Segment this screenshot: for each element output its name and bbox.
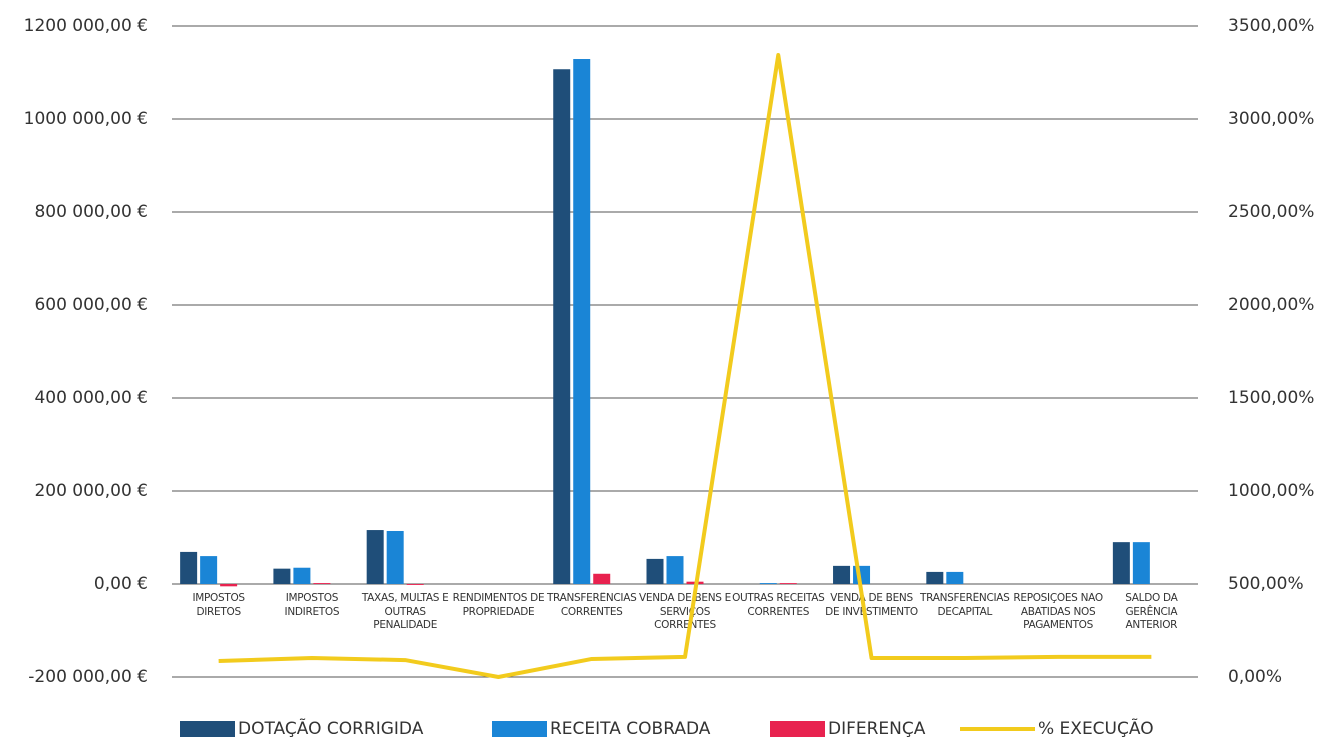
bar	[833, 565, 851, 584]
x-tick-label: IMPOSTOS DIRETOS	[192, 592, 245, 618]
x-tick-label: VENDA DE BENS DE INVESTIMENTO	[825, 592, 918, 618]
bar	[779, 583, 797, 584]
bar	[646, 558, 664, 584]
x-tick-label-box: VENDA DE BENS E SERVIÇOS CORRENTES	[639, 592, 731, 632]
x-tick-label: RENDIMENTOS DE PROPRIEDADE	[452, 592, 545, 618]
y2-tick-label: 1000,00%	[1228, 481, 1314, 501]
x-tick-label-box: IMPOSTOS INDIRETOS	[284, 592, 340, 618]
x-tick-label: TAXAS, MULTAS E OUTRAS PENALIDADE	[361, 592, 449, 632]
x-tick-label-box: OUTRAS RECEITAS CORRENTES	[732, 592, 825, 618]
bar	[200, 556, 218, 584]
y2-tick-label: 2000,00%	[1228, 295, 1314, 315]
bar	[313, 583, 331, 584]
x-tick-label: OUTRAS RECEITAS CORRENTES	[732, 592, 825, 618]
legend-label: % EXECUÇÃO	[1038, 717, 1154, 739]
y-tick-label: 200 000,00 €	[34, 481, 148, 501]
bar	[759, 583, 777, 584]
y-tick-label: 1200 000,00 €	[24, 16, 148, 36]
y-tick-label: 800 000,00 €	[34, 202, 148, 222]
x-tick-label: IMPOSTOS INDIRETOS	[284, 592, 340, 618]
bar	[553, 69, 571, 585]
x-tick-label-box: IMPOSTOS DIRETOS	[192, 592, 245, 618]
legend-swatch	[770, 721, 825, 737]
x-tick-label: TRANSFERÊNCIAS CORRENTES	[546, 592, 637, 618]
legend-label: RECEITA COBRADA	[550, 719, 711, 739]
x-tick-label: REPOSIÇÕES NÃO ABATIDAS NOS PAGAMENTOS	[1013, 592, 1103, 632]
bar	[386, 530, 404, 584]
y2-tick-label: 500,00%	[1228, 574, 1304, 594]
y2-tick-label: 3000,00%	[1228, 109, 1314, 129]
y-tick-label: 0,00 €	[94, 574, 148, 594]
x-tick-label-box: SALDO DA GERÊNCIA ANTERIOR	[1125, 592, 1178, 632]
bar	[293, 567, 311, 584]
bar	[220, 584, 238, 587]
bar	[1132, 542, 1150, 584]
x-tick-label-box: TAXAS, MULTAS E OUTRAS PENALIDADE	[361, 592, 449, 632]
legend-swatch	[180, 721, 235, 737]
bar	[946, 571, 964, 584]
y2-tick-label: 3500,00%	[1228, 16, 1314, 36]
bar	[406, 584, 424, 585]
y-tick-label: 600 000,00 €	[34, 295, 148, 315]
x-tick-label: VENDA DE BENS E SERVIÇOS CORRENTES	[639, 592, 731, 632]
y-tick-label: 1000 000,00 €	[24, 109, 148, 129]
bar	[926, 571, 944, 584]
x-tick-label: SALDO DA GERÊNCIA ANTERIOR	[1125, 592, 1178, 632]
x-tick-label-box: VENDA DE BENS DE INVESTIMENTO	[825, 592, 918, 618]
bar	[180, 551, 198, 584]
bar	[1112, 542, 1130, 584]
y-tick-label: 400 000,00 €	[34, 388, 148, 408]
y-tick-label: -200 000,00 €	[28, 667, 148, 687]
legend-label: DIFERENÇA	[828, 719, 926, 739]
x-tick-label-box: TRANSFERÊNCIAS DECAPITAL	[920, 592, 1010, 618]
x-tick-label-box: REPOSIÇÕES NÃO ABATIDAS NOS PAGAMENTOS	[1013, 592, 1103, 632]
x-tick-label: TRANSFERÊNCIAS DECAPITAL	[920, 592, 1010, 618]
legend-swatch	[492, 721, 547, 737]
y2-tick-label: 1500,00%	[1228, 388, 1314, 408]
legend-label: DOTAÇÃO CORRIGIDA	[238, 717, 424, 739]
x-tick-label-box: TRANSFERÊNCIAS CORRENTES	[546, 592, 637, 618]
y2-tick-label: 2500,00%	[1228, 202, 1314, 222]
y2-tick-label: 0,00%	[1228, 667, 1282, 687]
bar	[593, 573, 611, 584]
bar	[273, 568, 291, 584]
x-tick-label-box: RENDIMENTOS DE PROPRIEDADE	[452, 592, 545, 618]
bar	[366, 530, 384, 584]
bar	[573, 59, 591, 584]
bar	[666, 556, 684, 584]
line	[218, 53, 1152, 679]
